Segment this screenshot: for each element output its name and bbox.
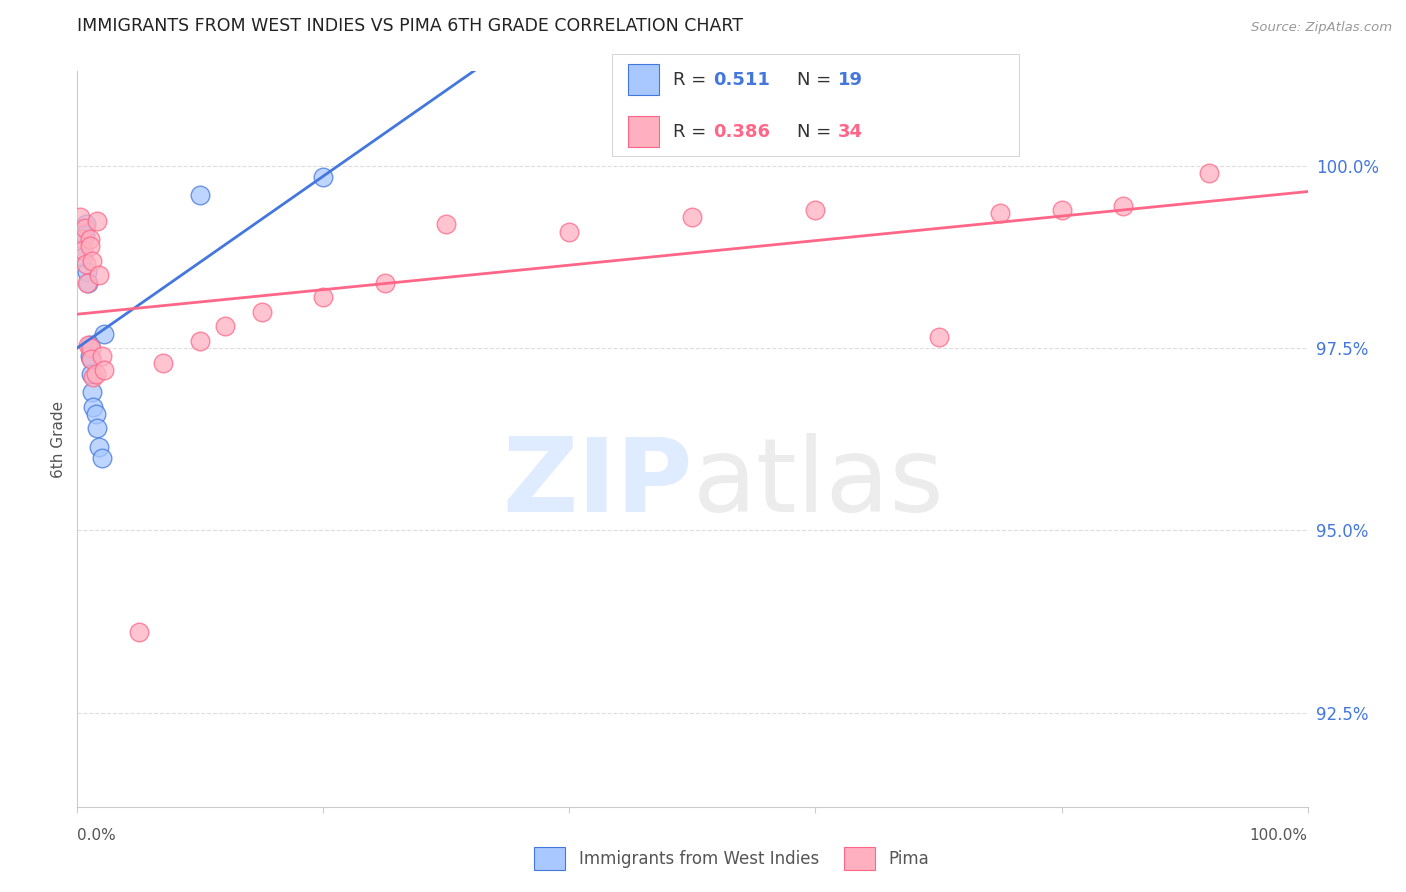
Point — [75, 218, 97, 232]
Point — [682, 210, 704, 224]
Point — [928, 330, 950, 344]
Text: 0.0%: 0.0% — [77, 829, 117, 843]
Point — [312, 290, 335, 304]
Point — [188, 188, 212, 202]
Point — [312, 169, 335, 184]
Point — [250, 305, 273, 319]
Point — [79, 239, 101, 253]
Point — [558, 225, 581, 239]
Point — [93, 326, 115, 341]
Point — [79, 232, 101, 246]
Point — [86, 421, 108, 435]
Point — [82, 384, 104, 399]
Point — [70, 221, 93, 235]
Point — [73, 221, 96, 235]
Point — [152, 356, 174, 370]
Point — [80, 352, 103, 367]
Point — [128, 625, 150, 640]
Y-axis label: 6th Grade: 6th Grade — [51, 401, 66, 478]
Point — [84, 407, 107, 421]
Point — [804, 202, 827, 217]
Point — [80, 341, 103, 355]
Point — [72, 250, 94, 264]
Text: R =: R = — [673, 70, 713, 89]
Point — [76, 276, 98, 290]
Point — [76, 265, 98, 279]
Point — [1198, 166, 1220, 180]
Point — [77, 337, 100, 351]
Point — [89, 268, 111, 283]
Point — [77, 276, 100, 290]
Point — [214, 319, 236, 334]
Point — [90, 349, 114, 363]
Text: 0.511: 0.511 — [713, 70, 769, 89]
Point — [80, 352, 103, 367]
Point — [86, 213, 108, 227]
Text: IMMIGRANTS FROM WEST INDIES VS PIMA 6TH GRADE CORRELATION CHART: IMMIGRANTS FROM WEST INDIES VS PIMA 6TH … — [77, 17, 744, 35]
Point — [84, 367, 107, 381]
Text: 0.386: 0.386 — [713, 122, 770, 141]
Point — [79, 349, 101, 363]
Point — [988, 206, 1011, 220]
Text: N =: N = — [797, 122, 837, 141]
Point — [82, 400, 104, 414]
Point — [70, 232, 93, 246]
Point — [188, 334, 212, 348]
Text: 34: 34 — [838, 122, 863, 141]
Point — [1112, 199, 1135, 213]
Text: ZIP: ZIP — [502, 433, 693, 534]
Point — [89, 440, 111, 454]
Point — [93, 363, 115, 377]
Point — [73, 228, 96, 243]
Point — [82, 370, 104, 384]
Text: R =: R = — [673, 122, 713, 141]
Text: atlas: atlas — [693, 433, 945, 534]
Point — [79, 337, 101, 351]
Text: Immigrants from West Indies: Immigrants from West Indies — [579, 849, 820, 868]
Text: Pima: Pima — [889, 849, 929, 868]
Point — [374, 276, 396, 290]
Point — [436, 218, 458, 232]
Text: N =: N = — [797, 70, 837, 89]
Point — [75, 257, 97, 271]
Text: Source: ZipAtlas.com: Source: ZipAtlas.com — [1251, 21, 1392, 34]
Point — [90, 450, 114, 465]
Point — [72, 243, 94, 257]
Point — [69, 210, 91, 224]
Point — [1050, 202, 1073, 217]
Point — [82, 253, 104, 268]
Text: 19: 19 — [838, 70, 863, 89]
Point — [80, 367, 103, 381]
Text: 100.0%: 100.0% — [1250, 829, 1308, 843]
